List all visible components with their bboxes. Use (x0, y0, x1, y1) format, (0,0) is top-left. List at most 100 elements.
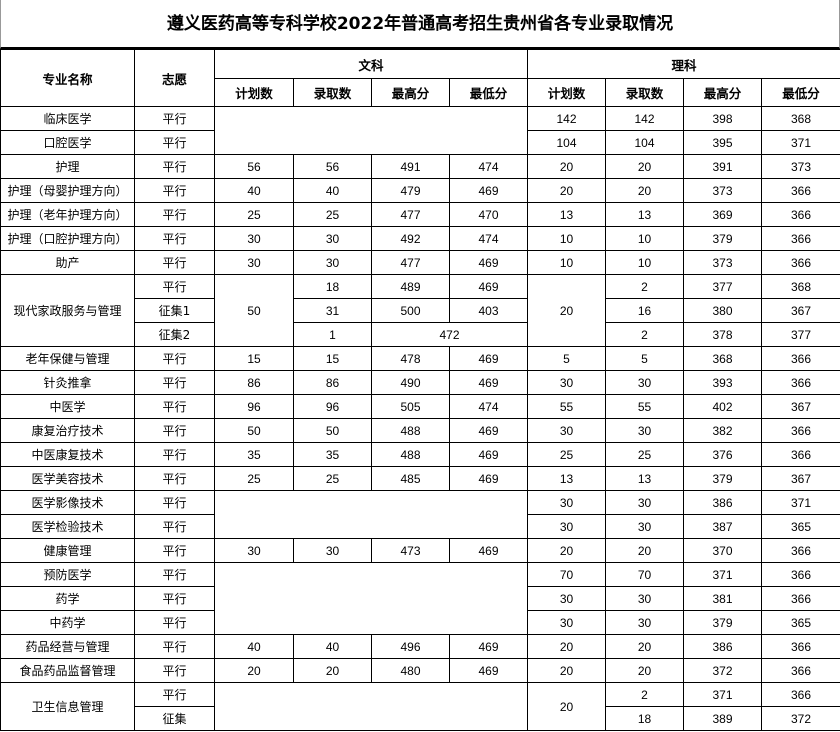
cell-like-plan: 30 (527, 610, 607, 635)
cell-like-min: 365 (761, 610, 840, 635)
cell-like-min: 366 (761, 202, 840, 227)
cell-volunteer: 平行 (134, 106, 215, 131)
cell-wenke-admitted: 96 (293, 394, 372, 419)
header-like: 理科 (527, 49, 840, 79)
cell-wenke-plan: 96 (214, 394, 294, 419)
cell-like-admitted: 20 (605, 154, 685, 179)
cell-like-max: 379 (683, 226, 763, 251)
cell-like-admitted: 18 (605, 706, 685, 731)
header-row-2: 计划数 录取数 最高分 最低分 计划数 录取数 最高分 最低分 (1, 78, 840, 107)
cell-wenke-plan: 30 (214, 226, 294, 251)
table-row: 口腔医学 平行 104 104 395 371 (0, 130, 840, 155)
cell-volunteer: 平行 (134, 682, 215, 707)
cell-wenke-plan: 40 (214, 634, 294, 659)
table-row: 现代家政服务与管理 平行 50 18 489 469 20 2 377 368 (0, 274, 840, 347)
cell-like-min: 366 (761, 586, 840, 611)
cell-wenke-plan: 40 (214, 178, 294, 203)
cell-major: 现代家政服务与管理 (0, 274, 135, 347)
cell-volunteer: 平行 (134, 610, 215, 635)
cell-wenke-plan: 30 (214, 250, 294, 275)
cell-like-admitted: 55 (605, 394, 685, 419)
cell-wenke-max: 485 (371, 466, 450, 491)
cell-like-admitted: 20 (605, 658, 685, 683)
cell-like-plan: 20 (527, 682, 607, 731)
cell-like-plan: 30 (527, 514, 607, 539)
cell-major: 助产 (0, 250, 135, 275)
cell-wenke-plan (213, 682, 529, 731)
cell-volunteer: 平行 (134, 394, 215, 419)
cell-wenke-min: 474 (448, 226, 529, 251)
cell-like-max: 379 (683, 466, 763, 491)
cell-wenke-max: 488 (371, 442, 450, 467)
cell-volunteer: 平行 (134, 538, 215, 563)
cell-volunteer: 平行 (134, 442, 215, 467)
cell-wenke-admitted: 18 (293, 274, 372, 299)
cell-wenke-min: 469 (448, 466, 529, 491)
cell-wenke-admitted: 40 (293, 178, 372, 203)
table-row: 征集1 31 500 403 16 380 367 (1, 298, 840, 323)
header-like-max: 最高分 (683, 78, 763, 107)
cell-like-min: 373 (761, 154, 840, 179)
table-row: 助产 平行 30 30 477 469 10 10 373 366 (0, 250, 840, 275)
cell-like-min: 377 (761, 322, 840, 347)
cell-volunteer: 平行 (134, 490, 215, 515)
table-row: 中医康复技术 平行 35 35 488 469 25 25 376 366 (0, 442, 840, 467)
table-row: 医学美容技术 平行 25 25 485 469 13 13 379 367 (0, 466, 840, 491)
cell-wenke-min: 470 (448, 202, 529, 227)
cell-like-admitted: 142 (605, 106, 685, 131)
table-row: 预防医学 平行 70 70 371 366 (0, 562, 840, 635)
header-major: 专业名称 (0, 49, 135, 107)
cell-volunteer: 平行 (134, 202, 215, 227)
cell-major: 中医康复技术 (0, 442, 135, 467)
cell-major: 医学影像技术 (0, 490, 135, 515)
cell-like-admitted: 70 (605, 562, 685, 587)
cell-like-admitted: 30 (605, 490, 685, 515)
cell-like-min: 366 (761, 418, 840, 443)
cell-like-max: 373 (683, 250, 763, 275)
cell-wenke-max: 479 (371, 178, 450, 203)
header-wenke: 文科 (213, 49, 529, 79)
cell-like-plan: 20 (527, 658, 607, 683)
cell-like-plan: 5 (527, 346, 607, 371)
cell-major: 康复治疗技术 (0, 418, 135, 443)
cell-like-admitted: 104 (605, 130, 685, 155)
cell-like-max: 371 (683, 562, 763, 587)
cell-volunteer: 平行 (134, 178, 215, 203)
cell-like-max: 386 (683, 490, 763, 515)
cell-like-min: 367 (761, 298, 840, 323)
header-wenke-max: 最高分 (371, 78, 450, 107)
cell-wenke-max: 505 (371, 394, 450, 419)
cell-major: 医学美容技术 (0, 466, 135, 491)
cell-like-min: 367 (761, 394, 840, 419)
table-row: 食品药品监督管理 平行 20 20 480 469 20 20 372 366 (0, 658, 840, 683)
cell-wenke-min: 469 (448, 442, 529, 467)
cell-volunteer: 平行 (134, 346, 215, 371)
cell-like-admitted: 10 (605, 250, 685, 275)
cell-like-plan: 104 (527, 130, 607, 155)
cell-wenke-admitted: 15 (293, 346, 372, 371)
cell-volunteer: 征集2 (134, 322, 215, 347)
cell-like-admitted: 30 (605, 610, 685, 635)
cell-wenke-admitted: 35 (293, 442, 372, 467)
cell-major: 中医学 (0, 394, 135, 419)
cell-wenke-plan: 35 (214, 442, 294, 467)
cell-volunteer: 平行 (134, 658, 215, 683)
cell-like-admitted: 30 (605, 514, 685, 539)
page-title: 遵义医药高等专科学校2022年普通高考招生贵州省各专业录取情况 (0, 0, 840, 49)
cell-wenke-admitted: 30 (293, 538, 372, 563)
cell-wenke-min: 474 (448, 394, 529, 419)
header-like-min: 最低分 (761, 78, 840, 107)
table-row: 护理（口腔护理方向） 平行 30 30 492 474 10 10 379 366 (0, 226, 840, 251)
cell-like-admitted: 20 (605, 178, 685, 203)
cell-wenke-min: 469 (448, 538, 529, 563)
cell-like-plan: 20 (527, 538, 607, 563)
cell-wenke-min: 469 (448, 274, 529, 299)
cell-like-plan: 142 (527, 106, 607, 131)
cell-major: 临床医学 (0, 106, 135, 131)
cell-wenke-admitted: 25 (293, 466, 372, 491)
cell-wenke-admitted: 50 (293, 418, 372, 443)
cell-like-min: 366 (761, 658, 840, 683)
table-row: 护理（老年护理方向） 平行 25 25 477 470 13 13 369 366 (0, 202, 840, 227)
cell-like-min: 366 (761, 346, 840, 371)
cell-like-max: 370 (683, 538, 763, 563)
